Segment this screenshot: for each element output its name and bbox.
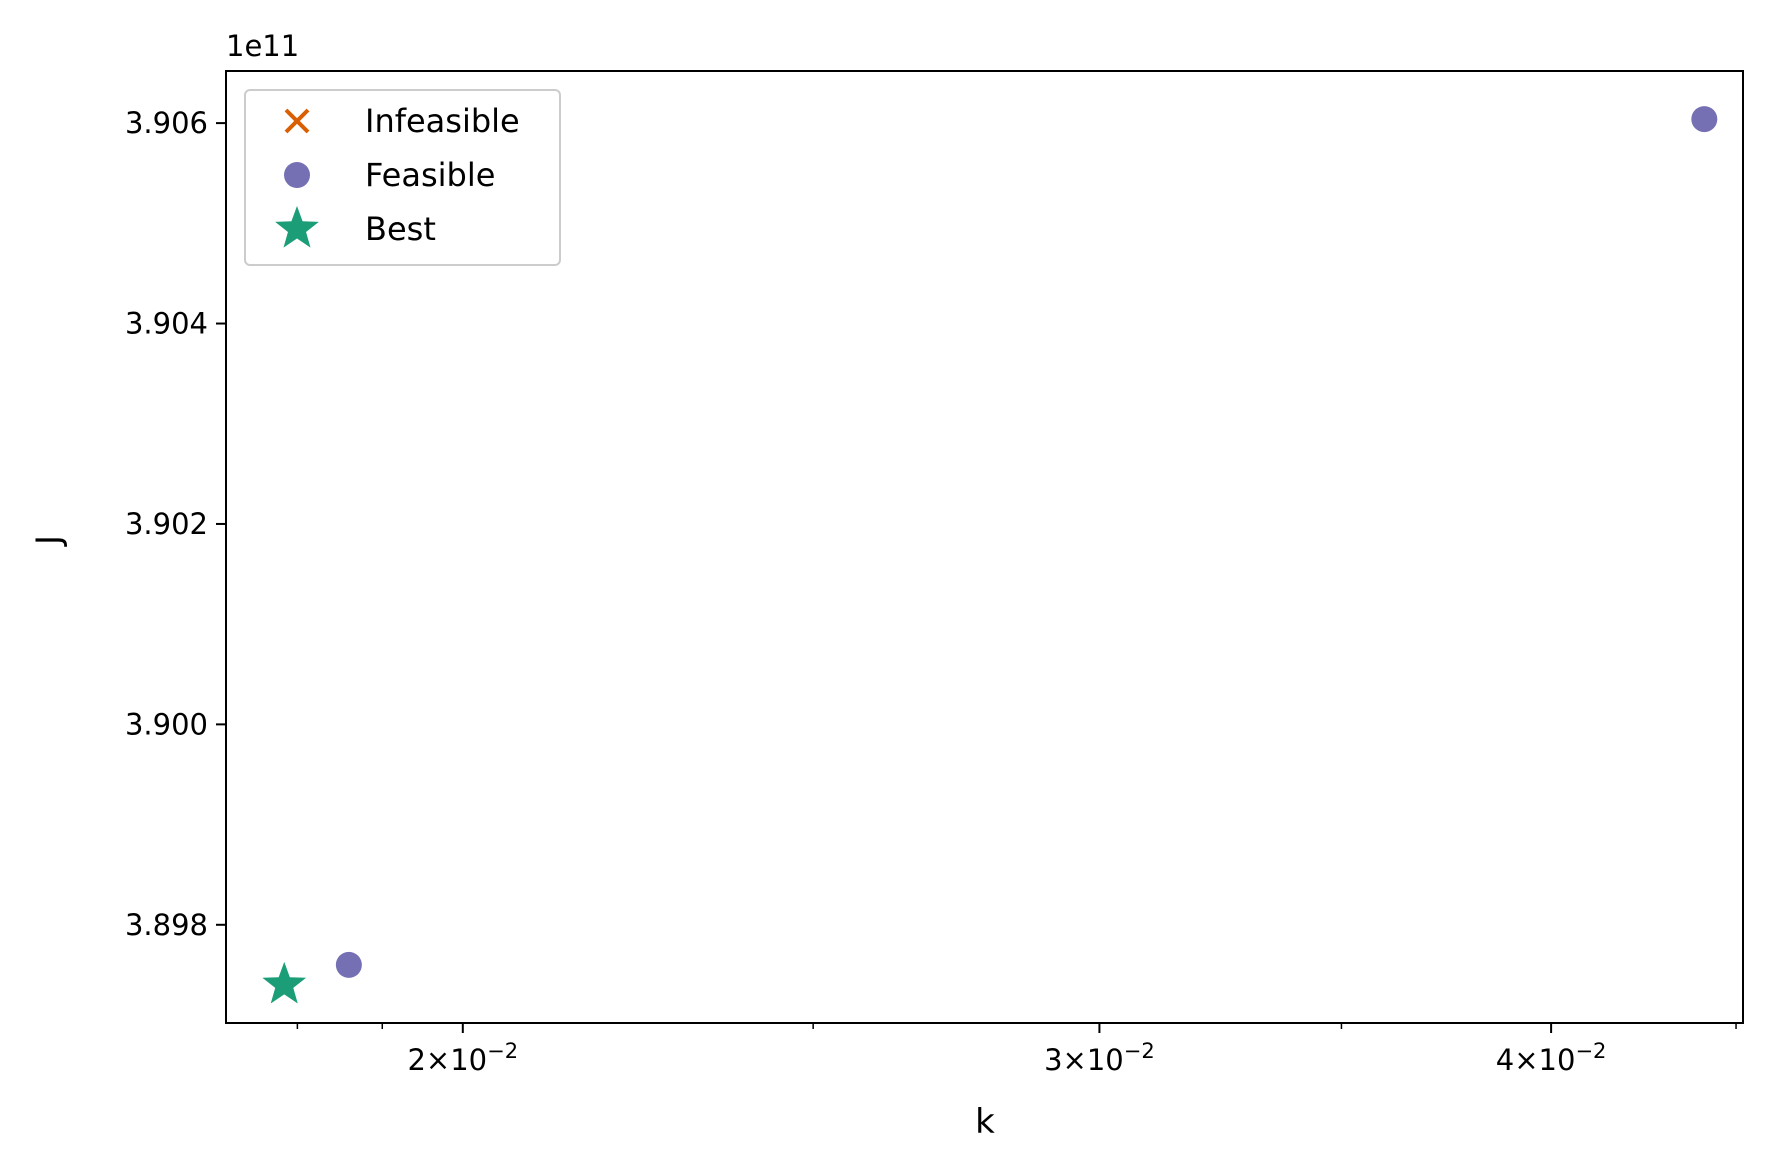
legend: Infeasible Feasible Best xyxy=(244,89,561,266)
y-axis-label: J xyxy=(29,535,69,547)
legend-label-best: Best xyxy=(365,210,436,248)
x-tick-label: 4×10−2 xyxy=(1496,1039,1607,1077)
legend-frame xyxy=(244,89,561,266)
y-axis-offset-label: 1e11 xyxy=(226,29,299,63)
feasible-point xyxy=(1691,106,1718,133)
x-tick-label: 2×10−2 xyxy=(407,1039,518,1077)
data-points xyxy=(262,106,1718,1004)
feasible-point xyxy=(335,951,362,978)
best-point xyxy=(262,961,307,1004)
legend-marker-infeasible xyxy=(284,108,310,134)
x-axis-label: k xyxy=(975,1102,995,1142)
x-axis-ticks: 2×10−2 3×10−2 4×10−2 xyxy=(296,1023,1737,1077)
x-tick-label: 3×10−2 xyxy=(1044,1039,1155,1077)
y-tick-label: 3.904 xyxy=(125,307,208,341)
legend-label-feasible: Feasible xyxy=(365,156,495,194)
legend-label-infeasible: Infeasible xyxy=(365,102,520,140)
y-tick-label: 3.902 xyxy=(125,507,208,541)
legend-marker-feasible xyxy=(284,162,310,188)
y-axis-ticks: 3.898 3.900 3.902 3.904 3.906 xyxy=(125,106,226,942)
y-tick-label: 3.906 xyxy=(125,106,208,140)
y-tick-label: 3.900 xyxy=(125,707,208,741)
legend-marker-best xyxy=(275,206,319,248)
y-tick-label: 3.898 xyxy=(125,908,208,942)
